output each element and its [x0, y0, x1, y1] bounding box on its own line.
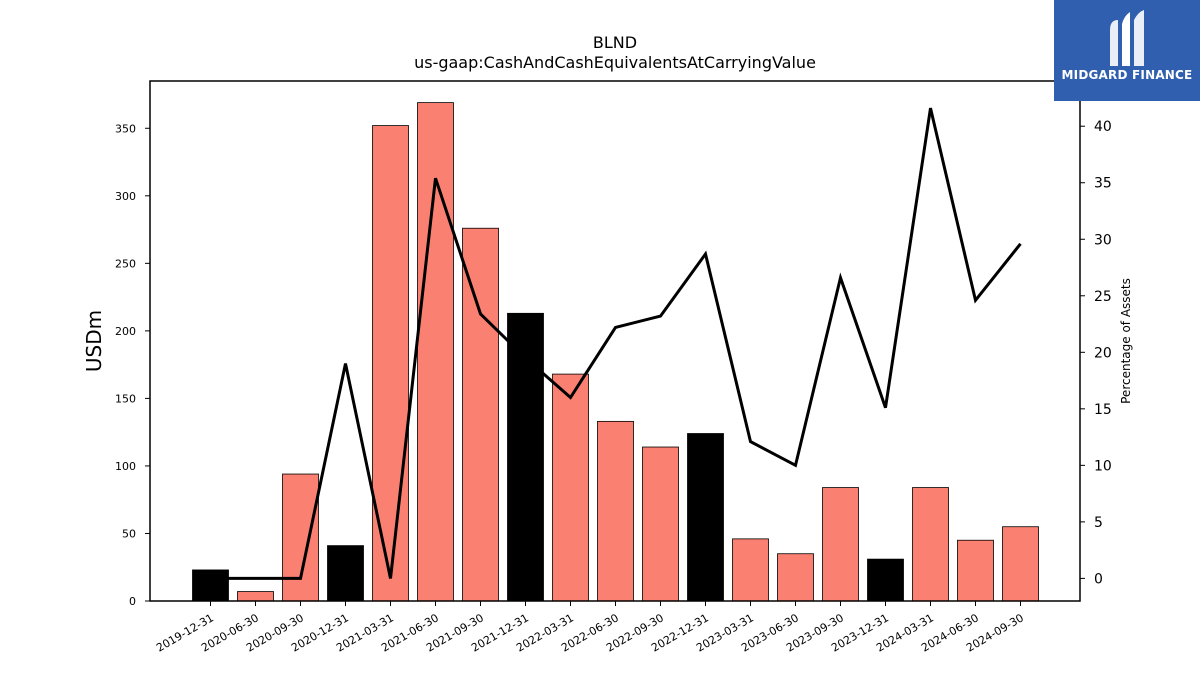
logo-text: MIDGARD FINANCE	[1061, 68, 1193, 82]
bar-2021-12-31	[507, 312, 544, 602]
bar-2022-03-31	[552, 373, 589, 602]
chart-title: BLND	[593, 33, 637, 52]
bar-2021-03-31	[372, 125, 409, 602]
y-tick-label-right-30: 30	[1094, 232, 1112, 248]
bar-2024-09-30	[1002, 526, 1039, 602]
bar-2024-03-31	[912, 487, 949, 602]
bar-2021-09-30	[462, 227, 499, 602]
y-tick-label-left-250: 250	[115, 257, 136, 270]
y-axis-label-right: Percentage of Assets	[1119, 278, 1133, 404]
brand-logo: MIDGARD FINANCE	[1054, 0, 1200, 101]
y-tick-label-right-20: 20	[1094, 345, 1112, 361]
midgard-logo-icon	[1110, 10, 1144, 66]
bar-2019-12-31	[192, 569, 229, 602]
y-tick-label-right-0: 0	[1094, 571, 1103, 587]
bar-2024-06-30	[957, 539, 994, 602]
bar-2021-06-30	[417, 102, 454, 602]
bar-2020-12-31	[327, 545, 364, 602]
bar-2023-06-30	[777, 553, 814, 602]
chart-subtitle: us-gaap:CashAndCashEquivalentsAtCarrying…	[414, 53, 816, 72]
y-tick-label-left-50: 50	[122, 527, 136, 540]
y-tick-label-left-100: 100	[115, 460, 136, 473]
plot-area: 0501001502002503003500510152025303540201…	[115, 80, 1112, 655]
y-tick-label-left-300: 300	[115, 190, 136, 203]
y-tick-label-right-10: 10	[1094, 458, 1112, 474]
y-tick-label-left-200: 200	[115, 325, 136, 338]
bar-2020-06-30	[237, 591, 274, 602]
y-tick-label-right-5: 5	[1094, 515, 1103, 531]
bar-2023-09-30	[822, 487, 859, 602]
y-tick-label-right-40: 40	[1094, 119, 1112, 135]
bar-2023-03-31	[732, 538, 769, 602]
y-axis-label-left: USDm	[82, 310, 106, 372]
bar-2022-09-30	[642, 446, 679, 602]
bar-2022-12-31	[687, 433, 724, 602]
line-series-percentage	[210, 107, 1022, 580]
y-tick-label-left-0: 0	[129, 595, 136, 608]
y-tick-label-right-35: 35	[1094, 176, 1112, 192]
y-tick-label-left-350: 350	[115, 122, 136, 135]
y-tick-label-right-15: 15	[1094, 402, 1112, 418]
y-tick-label-right-25: 25	[1094, 289, 1112, 305]
y-tick-label-left-150: 150	[115, 392, 136, 405]
bar-2022-06-30	[597, 420, 634, 602]
bar-2023-12-31	[867, 558, 904, 602]
bar-2020-09-30	[282, 473, 319, 602]
